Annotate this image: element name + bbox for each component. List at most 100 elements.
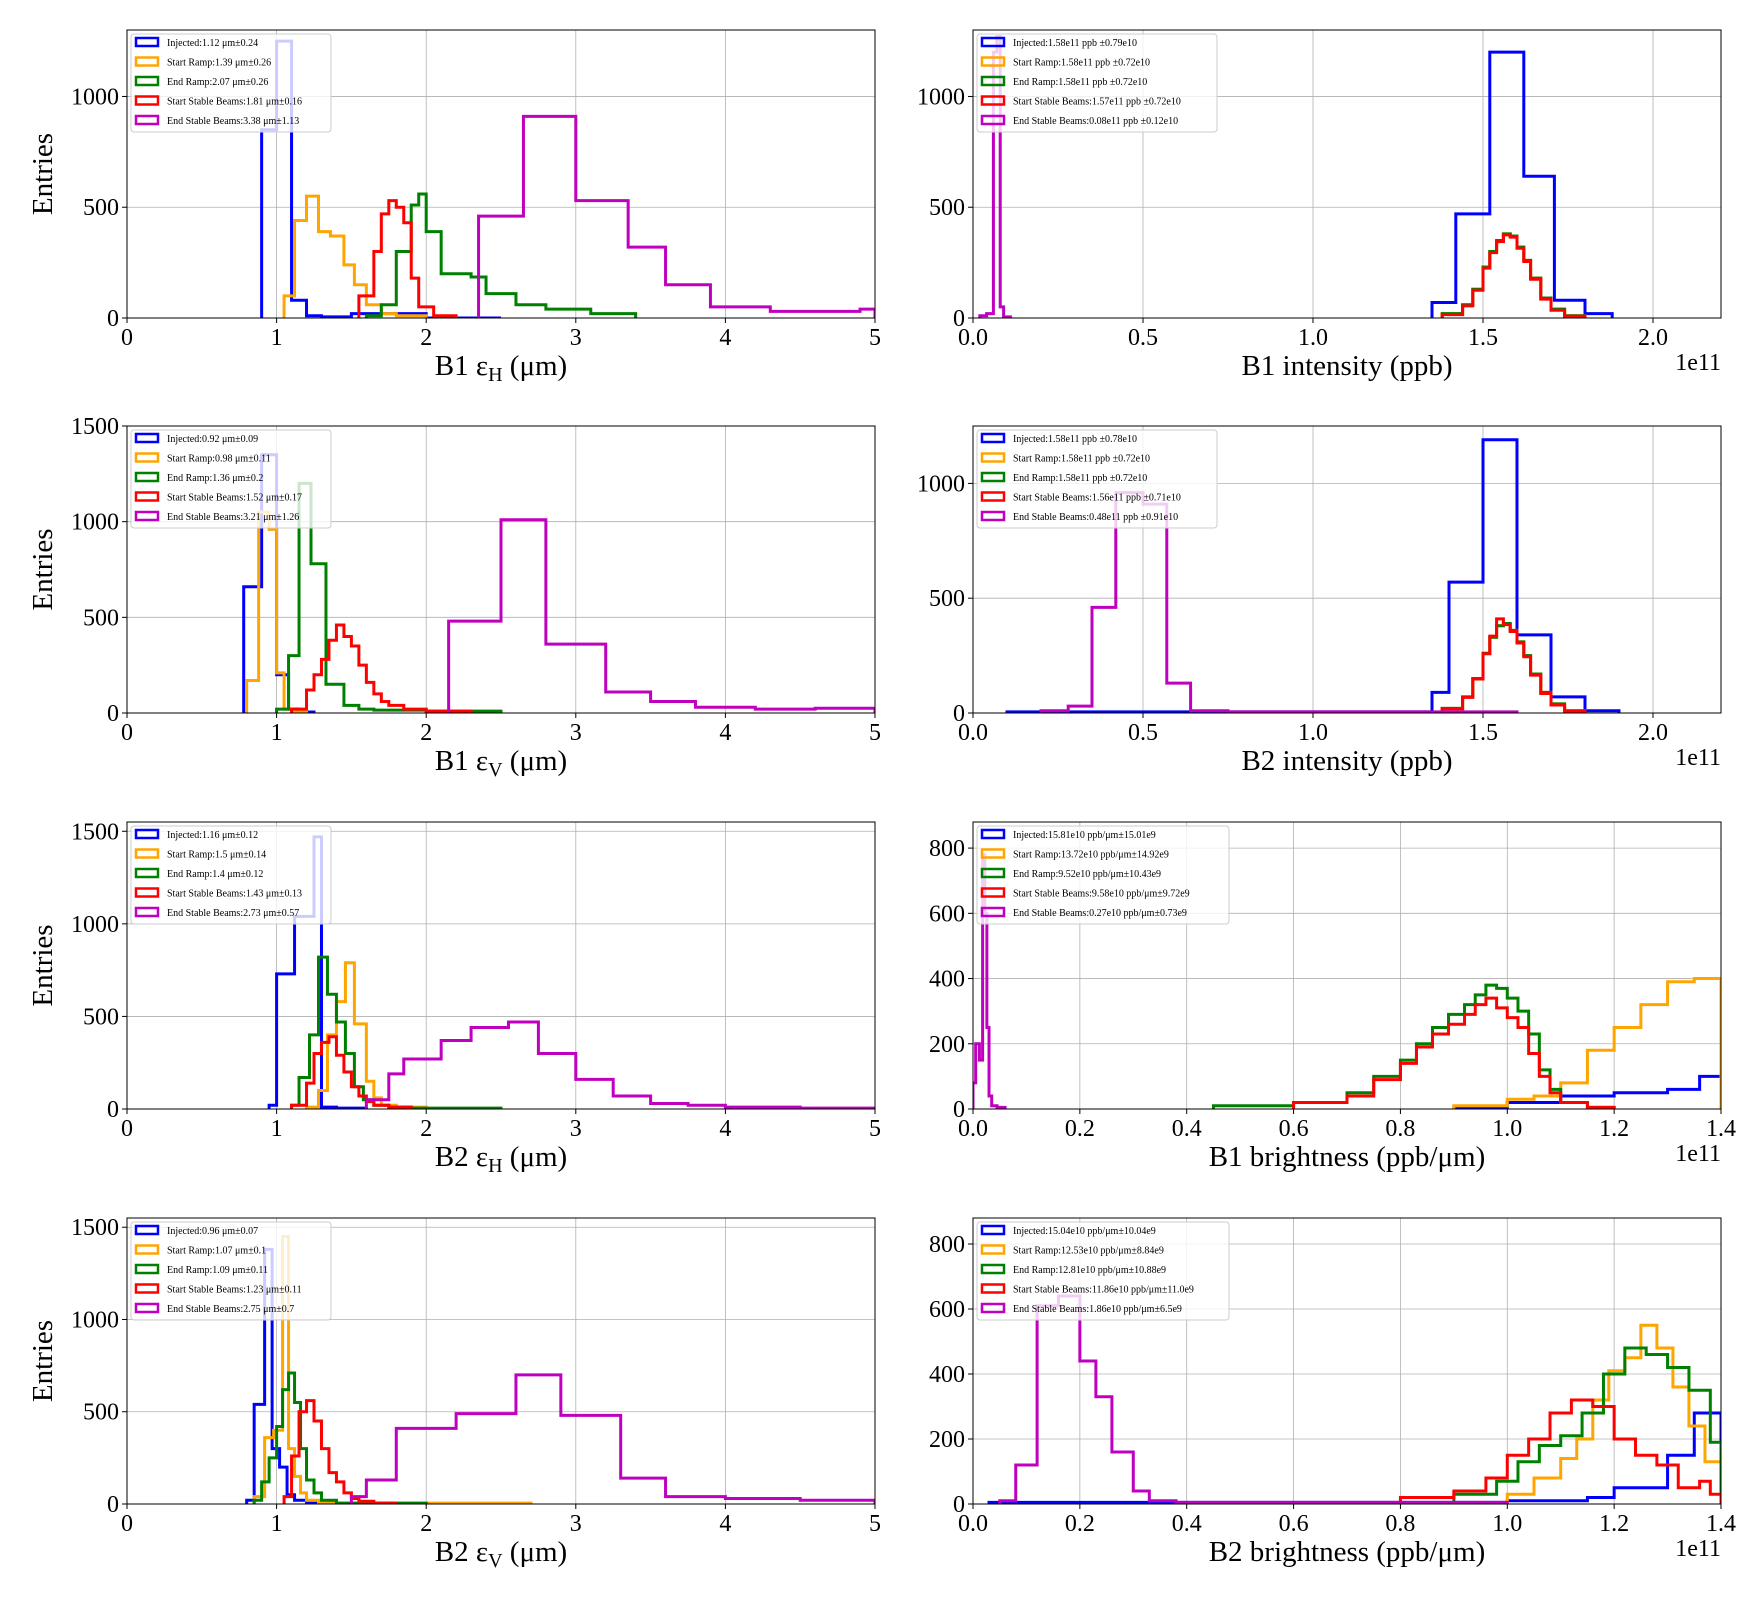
legend: Injected:15.81e10 ppb/μm±15.01e9 Start Ra… — [976, 825, 1230, 925]
legend-swatch — [980, 75, 1006, 87]
y-tick-label: 500 — [83, 1400, 119, 1426]
legend-swatch — [980, 452, 1006, 463]
x-tick-label: 0 — [121, 1511, 133, 1537]
x-axis-label: B1 intensity (ppb) — [1241, 350, 1452, 382]
series-end-stable-beams — [447, 518, 875, 713]
legend-entry: End Stable Beams:0.27e10 ppb/μm±0.73e9 — [1013, 908, 1187, 919]
x-tick-label: 1 — [271, 1116, 283, 1142]
x-tick-label: 3 — [570, 1511, 582, 1537]
x-axis-label: B1 εH (μm) — [435, 350, 567, 386]
legend-swatch — [980, 36, 1006, 48]
legend-entry: End Ramp:1.36 μm±0.2 — [167, 473, 263, 484]
legend: Injected:15.04e10 ppb/μm±10.04e9 Start Ra… — [976, 1221, 1230, 1321]
legend-swatch — [980, 1302, 1006, 1314]
legend-swatch — [980, 906, 1006, 918]
legend-swatch — [980, 828, 1006, 840]
x-tick-label: 0.0 — [958, 1116, 988, 1142]
x-tick-label: 0 — [121, 325, 133, 351]
x-axis-label: B1 εV (μm) — [435, 745, 567, 781]
x-axis-label: B2 εH (μm) — [435, 1141, 567, 1177]
y-tick-label: 1500 — [71, 414, 119, 440]
series-group — [245, 1234, 875, 1504]
legend-entry: End Ramp:2.07 μm±0.26 — [167, 77, 268, 88]
series-group — [260, 39, 875, 318]
legend-swatch — [980, 432, 1006, 444]
y-axis-label: Entries — [27, 1320, 59, 1402]
y-tick-label: 800 — [929, 836, 965, 862]
legend-entry: Injected:0.96 μm±0.07 — [167, 1226, 258, 1237]
x-tick-label: 0.0 — [958, 325, 988, 351]
legend-swatch — [134, 56, 160, 67]
legend-swatch — [134, 1244, 160, 1255]
legend-entry: Start Ramp:1.58e11 ppb ±0.72e10 — [1013, 58, 1150, 69]
axis-offset-label: 1e11 — [1675, 1141, 1721, 1167]
series-injected — [1430, 50, 1614, 318]
legend-swatch — [980, 848, 1006, 859]
legend-swatch — [134, 114, 160, 126]
legend-entry: End Stable Beams:0.48e11 ppb ±0.91e10 — [1013, 512, 1178, 523]
legend-entry: Start Ramp:1.07 μm±0.1 — [167, 1246, 266, 1257]
x-tick-label: 2.0 — [1638, 325, 1668, 351]
panel-b2-ev: 0 1 2 3 4 5 0 500 1000 1500 B2 εV (μm) Entries Injec… — [27, 1215, 881, 1572]
legend-swatch — [980, 1224, 1006, 1236]
axes-frame — [126, 1217, 876, 1505]
y-tick-label: 600 — [929, 901, 965, 927]
x-tick-label: 0.0 — [958, 1511, 988, 1537]
legend-swatch — [134, 1283, 160, 1294]
legend-box — [976, 825, 1230, 925]
legend-box — [130, 825, 332, 925]
series-end-ramp — [252, 1371, 428, 1504]
x-tick-label: 0.4 — [1172, 1116, 1202, 1142]
legend-swatch — [134, 1263, 160, 1275]
x-tick-label: 1.0 — [1298, 720, 1328, 746]
x-tick-label: 2 — [420, 1116, 432, 1142]
legend-swatch — [980, 471, 1006, 483]
x-tick-label: 0 — [121, 720, 133, 746]
axes-frame — [972, 29, 1722, 319]
panel-b1-ev: 0 1 2 3 4 5 0 500 1000 1500 B1 εV (μm) Entries Injec… — [27, 414, 881, 781]
x-tick-label: 0.8 — [1385, 1116, 1415, 1142]
x-tick-label: 0.5 — [1128, 325, 1158, 351]
series-end-ramp — [1211, 983, 1616, 1109]
y-tick-label: 0 — [107, 701, 119, 727]
x-tick-label: 1.0 — [1298, 325, 1328, 351]
x-tick-label: 1 — [271, 1511, 283, 1537]
legend-box — [976, 33, 1218, 133]
series-injected — [987, 1411, 1721, 1504]
legend-swatch — [134, 1302, 160, 1314]
x-tick-label: 4 — [719, 325, 731, 351]
series-end-stable-beams — [998, 1294, 1509, 1504]
legend-entry: Start Stable Beams:1.57e11 ppb ±0.72e10 — [1013, 97, 1181, 108]
series-end-stable-beams — [349, 1373, 875, 1504]
legend-entry: End Stable Beams:3.21 μm±1.26 — [167, 512, 299, 523]
legend-swatch — [134, 471, 160, 483]
legend-swatch — [980, 867, 1006, 879]
x-tick-label: 4 — [719, 1116, 731, 1142]
axis-offset-label: 1e11 — [1675, 745, 1721, 771]
legend-entry: Start Stable Beams:1.52 μm±0.17 — [167, 493, 302, 504]
legend-entry: End Ramp:1.58e11 ppb ±0.72e10 — [1013, 473, 1147, 484]
legend-swatch — [980, 114, 1006, 126]
legend-swatch — [980, 510, 1006, 522]
y-tick-label: 0 — [107, 306, 119, 332]
legend-entry: Injected:1.58e11 ppb ±0.78e10 — [1013, 434, 1137, 445]
y-tick-label: 0 — [107, 1097, 119, 1123]
x-tick-label: 1.5 — [1468, 325, 1498, 351]
y-tick-label: 1000 — [71, 912, 119, 938]
legend-swatch — [134, 867, 160, 879]
x-tick-label: 5 — [869, 325, 881, 351]
legend: Injected:0.92 μm±0.09 Start Ramp:0.98 μm±… — [130, 429, 332, 529]
legend-entry: End Stable Beams:0.08e11 ppb ±0.12e10 — [1013, 116, 1178, 127]
y-tick-label: 1000 — [71, 1307, 119, 1333]
legend: Injected:1.58e11 ppb ±0.79e10 Start Ramp:… — [976, 33, 1218, 133]
legend-swatch — [134, 1224, 160, 1236]
x-tick-label: 1.2 — [1599, 1511, 1629, 1537]
axes-frame — [126, 821, 876, 1110]
y-tick-label: 0 — [953, 701, 965, 727]
legend-entry: Start Ramp:13.72e10 ppb/μm±14.92e9 — [1013, 850, 1169, 861]
y-tick-label: 1000 — [71, 84, 119, 110]
x-tick-label: 1.0 — [1492, 1116, 1522, 1142]
series-start-stable-beams — [1292, 996, 1616, 1109]
